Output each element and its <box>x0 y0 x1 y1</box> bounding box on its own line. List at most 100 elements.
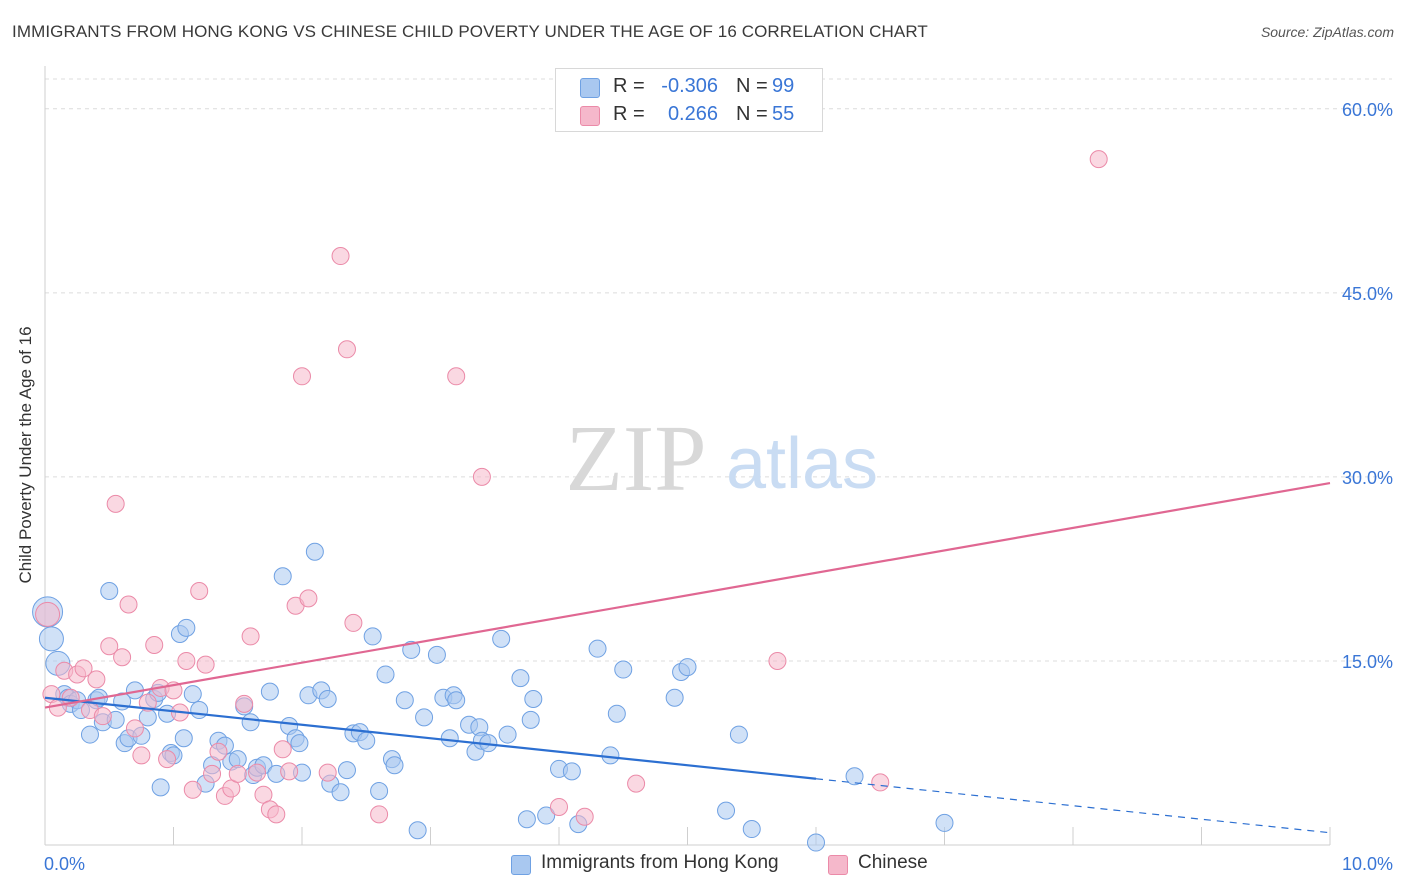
data-point <box>158 750 177 769</box>
legend-n-value: 55 <box>772 103 795 125</box>
data-point <box>273 740 292 759</box>
data-point <box>100 582 119 601</box>
trend-line <box>44 481 1331 709</box>
data-point <box>562 762 581 781</box>
data-point <box>241 627 260 646</box>
legend-r-value: 0.266 <box>667 103 718 125</box>
data-point <box>273 567 292 586</box>
data-point <box>100 637 119 656</box>
data-point <box>190 701 209 720</box>
data-point <box>280 762 299 781</box>
data-point <box>318 689 337 708</box>
y-tick-label: 30.0% <box>1342 468 1393 488</box>
data-point <box>38 626 64 652</box>
data-point <box>267 805 286 824</box>
legend-r-label: R = <box>613 75 645 97</box>
data-point <box>331 783 350 802</box>
data-point <box>299 589 318 608</box>
data-point <box>537 806 556 825</box>
watermark-zip: ZIP <box>566 407 707 511</box>
data-point <box>588 639 607 658</box>
data-point <box>293 367 311 386</box>
legend-r-label: R = <box>613 103 645 125</box>
data-point <box>93 707 112 726</box>
legend-swatch-blue <box>580 78 600 98</box>
data-point <box>248 763 267 782</box>
data-point <box>385 756 404 775</box>
points <box>32 150 1108 852</box>
data-point <box>363 627 382 646</box>
data-point <box>119 595 138 614</box>
data-point <box>151 778 170 797</box>
data-point <box>87 670 106 689</box>
legend-swatch-chinese <box>828 855 848 875</box>
watermark: ZIP atlas <box>566 407 879 511</box>
data-point <box>575 807 594 826</box>
data-point <box>344 613 363 632</box>
data-point <box>305 542 324 561</box>
data-point <box>74 659 93 678</box>
data-point <box>203 764 222 783</box>
series-chinese <box>35 150 1108 826</box>
legend-row-chinese: R = 0.266 N = 55 <box>556 101 822 129</box>
data-point <box>408 821 427 840</box>
data-point <box>395 691 414 710</box>
data-point <box>337 761 356 780</box>
trend-line <box>44 696 817 780</box>
data-point <box>521 710 540 729</box>
watermark-atlas: atlas <box>726 424 878 504</box>
data-point <box>511 669 530 688</box>
data-point <box>768 651 787 670</box>
data-point <box>183 685 202 704</box>
legend-label-hong-kong: Immigrants from Hong Kong <box>541 852 779 873</box>
gridlines <box>45 78 1392 662</box>
trend-lines <box>44 481 1331 834</box>
y-tick-label: 15.0% <box>1342 652 1393 672</box>
data-point <box>517 810 536 829</box>
y-tick-label: 60.0% <box>1342 100 1393 120</box>
data-point <box>260 682 279 701</box>
data-point <box>132 746 151 765</box>
data-point <box>524 689 543 708</box>
y-tick-label: 45.0% <box>1342 284 1393 304</box>
data-point <box>376 665 395 684</box>
data-point <box>209 742 228 761</box>
data-point <box>807 833 825 852</box>
trend-line-extension <box>815 778 1331 834</box>
legend-n-value: 99 <box>772 75 795 97</box>
data-point <box>447 367 466 386</box>
data-point <box>492 629 511 648</box>
data-point <box>427 645 446 664</box>
data-point <box>845 767 864 786</box>
data-point <box>228 764 247 783</box>
data-point <box>177 651 196 670</box>
data-point <box>113 648 132 667</box>
data-point <box>337 340 356 359</box>
data-point <box>35 601 61 627</box>
data-point <box>138 693 157 712</box>
legend-swatch-pink <box>580 106 600 126</box>
data-point <box>241 713 260 732</box>
data-point <box>125 719 144 738</box>
data-point <box>627 774 646 793</box>
data-point <box>742 820 761 839</box>
data-point <box>717 801 736 820</box>
legend-n-label: N = <box>736 103 768 125</box>
data-point <box>235 694 254 713</box>
data-point <box>472 467 491 486</box>
chart-title: IMMIGRANTS FROM HONG KONG VS CHINESE CHI… <box>12 22 928 41</box>
source-label: Source: ZipAtlas.com <box>1260 24 1394 40</box>
data-point <box>935 813 954 832</box>
data-point <box>614 660 633 679</box>
data-point <box>498 725 517 744</box>
data-point <box>331 247 350 266</box>
series-legend: Immigrants from Hong Kong Chinese <box>0 852 1406 878</box>
legend-r-value: -0.306 <box>661 75 718 97</box>
data-point <box>370 805 389 824</box>
data-point <box>177 618 196 637</box>
data-point <box>357 731 376 750</box>
data-point <box>174 729 193 748</box>
data-point <box>665 688 684 707</box>
data-point <box>290 734 309 753</box>
